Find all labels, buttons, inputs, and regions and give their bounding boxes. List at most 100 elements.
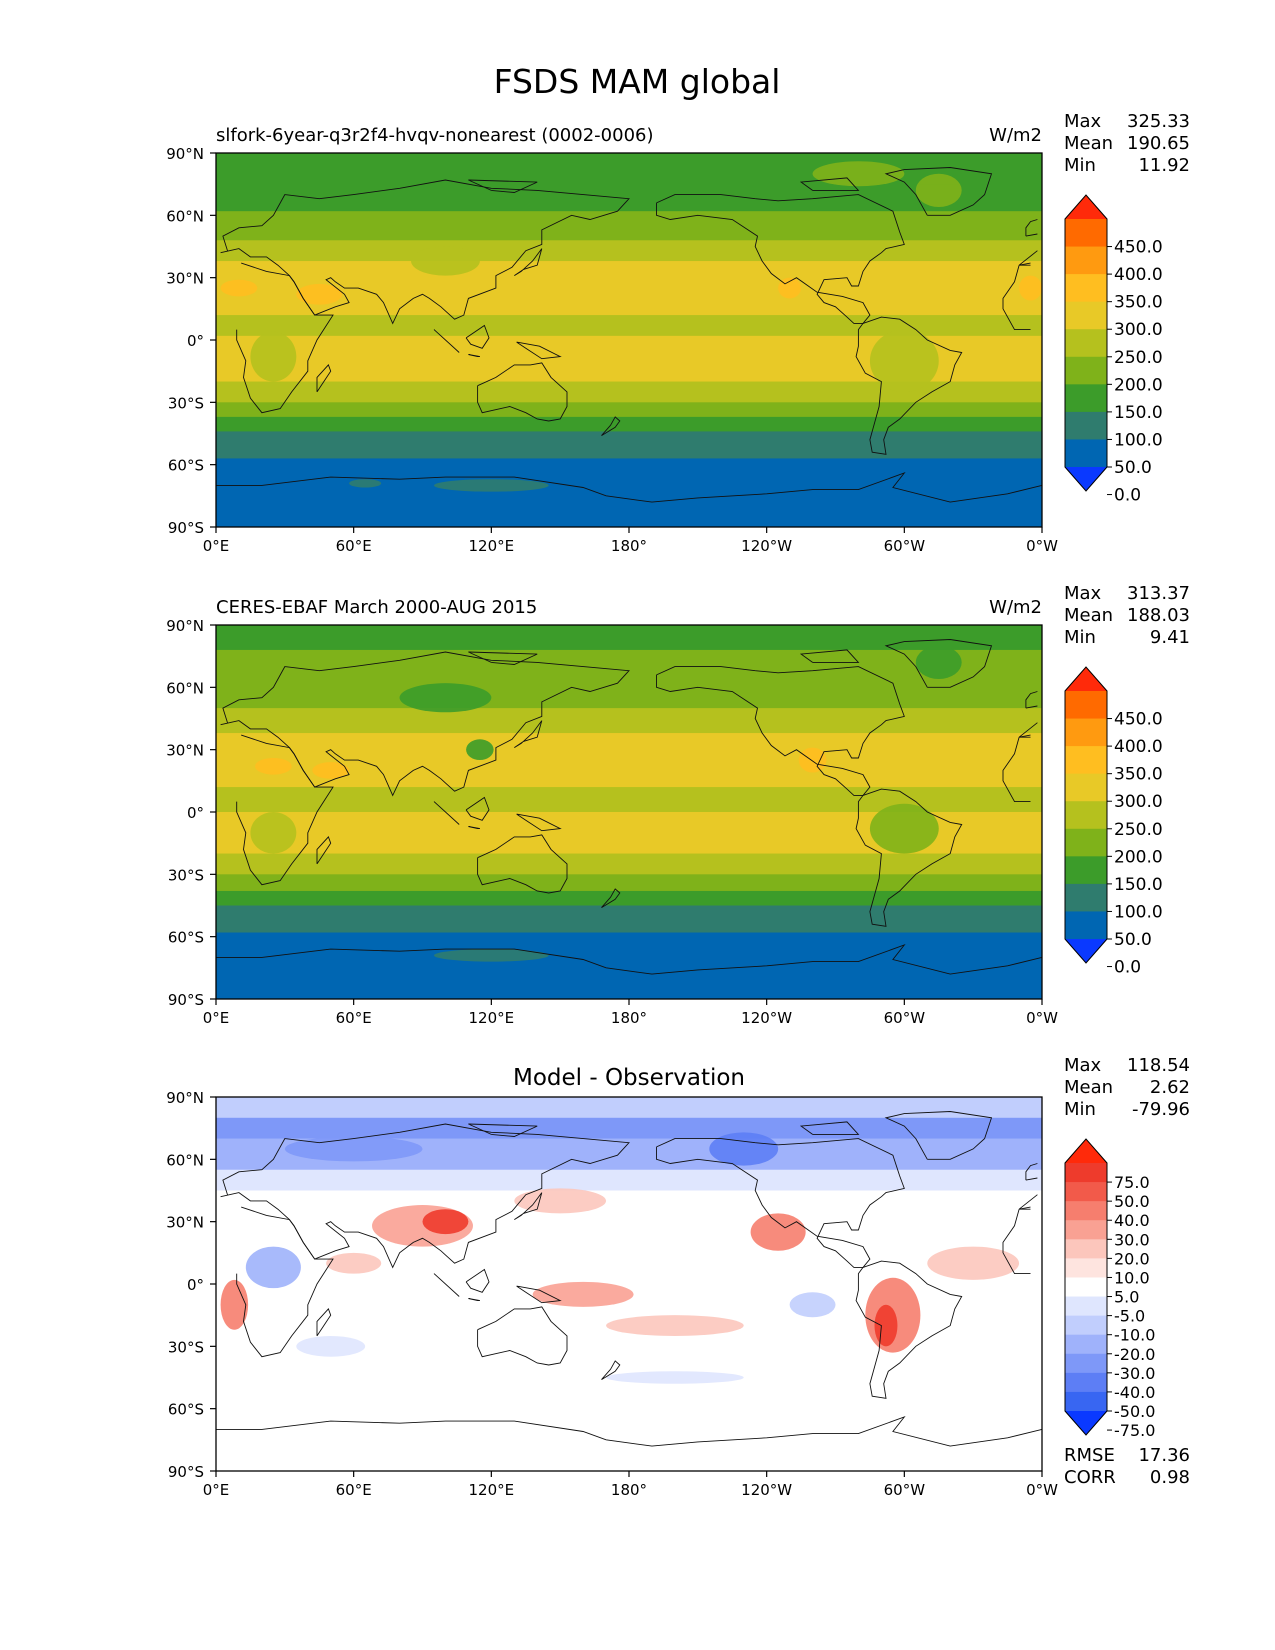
value-patch xyxy=(422,1209,469,1235)
lat-tick-label: 90°S xyxy=(168,519,204,537)
colorbar-segment xyxy=(1065,356,1107,385)
coastline xyxy=(433,1273,460,1297)
colorbar-label: 50.0 xyxy=(1114,1192,1150,1211)
value-band xyxy=(216,381,1042,403)
coastline xyxy=(516,1285,562,1304)
colorbar-label: 0.0 xyxy=(1114,958,1141,978)
stat-value: 2.62 xyxy=(1150,1077,1190,1098)
value-band xyxy=(216,649,1042,709)
colorbar: 450.0 400.0 350.0 300.0 250.0 200.0 150.0 100.0… xyxy=(1064,194,1163,506)
coastline xyxy=(799,177,860,191)
colorbar-label: 350.0 xyxy=(1114,765,1163,785)
coastline xyxy=(1025,1163,1038,1181)
colorbar: 450.0 400.0 350.0 300.0 250.0 200.0 150.0 100.0… xyxy=(1064,666,1163,978)
coastline xyxy=(1025,691,1038,709)
colorbar-extend-top xyxy=(1065,667,1107,691)
colorbar-segment xyxy=(1065,911,1107,940)
coastline xyxy=(236,1206,1031,1358)
lon-tick-label: 0°W xyxy=(1026,537,1058,555)
stat-label: Max xyxy=(1064,111,1102,132)
lon-tick-label: 0°E xyxy=(203,1481,230,1499)
coastline xyxy=(236,734,1031,886)
coastline xyxy=(216,1416,1042,1447)
stat-value: 325.33 xyxy=(1127,111,1190,132)
stat-label: Min xyxy=(1064,1099,1096,1120)
lon-tick-label: 120°W xyxy=(741,537,792,555)
colorbar-label: 300.0 xyxy=(1114,320,1163,340)
coastline xyxy=(465,1268,490,1293)
lat-tick-label: 60°S xyxy=(168,457,204,475)
coastline xyxy=(468,651,538,665)
panels: slfork-6year-q3r2f4-hvqv-nonearest (0002… xyxy=(166,111,1190,1499)
colorbar-segment xyxy=(1065,1201,1107,1221)
colorbar-segment xyxy=(1065,1182,1107,1202)
lon-tick-label: 180° xyxy=(611,537,647,555)
colorbar-segment xyxy=(1065,411,1107,440)
field-map xyxy=(216,625,1042,999)
stat-label: Max xyxy=(1064,1055,1102,1076)
coastline xyxy=(316,1308,332,1337)
value-patch xyxy=(245,1246,301,1289)
colorbar-segment xyxy=(1065,1296,1107,1317)
coastline xyxy=(656,666,905,796)
lon-tick-label: 0°E xyxy=(203,537,230,555)
stat-label: RMSE xyxy=(1064,1445,1115,1466)
colorbar-segment xyxy=(1065,1163,1107,1183)
value-band xyxy=(216,315,1042,337)
colorbar-label: 450.0 xyxy=(1114,238,1163,258)
coastline xyxy=(433,329,460,353)
coastline xyxy=(855,316,963,455)
value-patch xyxy=(514,1188,607,1214)
lat-tick-label: 30°N xyxy=(166,270,204,288)
colorbar-label: -75.0 xyxy=(1114,1421,1155,1440)
colorbar-segment xyxy=(1065,883,1107,912)
value-patch xyxy=(606,1371,744,1384)
colorbar-label: -5.0 xyxy=(1114,1307,1145,1326)
colorbar-segment xyxy=(1065,1277,1107,1298)
lat-tick-label: 90°S xyxy=(168,1463,204,1481)
lat-tick-label: 0° xyxy=(187,1276,204,1294)
lat-tick-label: 30°S xyxy=(168,866,204,884)
coastline xyxy=(465,796,490,821)
value-patch xyxy=(296,1335,366,1357)
panel-title: Model - Observation xyxy=(513,1065,745,1091)
colorbar-segment xyxy=(1065,1334,1107,1355)
colorbar-label: 450.0 xyxy=(1114,710,1163,730)
lon-tick-label: 60°W xyxy=(884,1481,926,1499)
colorbar-label: 200.0 xyxy=(1114,375,1163,395)
value-patch xyxy=(869,329,939,392)
value-patch xyxy=(220,279,258,297)
lat-tick-label: 30°S xyxy=(168,394,204,412)
value-patch xyxy=(798,747,827,773)
panel-units: W/m2 xyxy=(989,125,1042,146)
lon-tick-label: 120°E xyxy=(469,537,515,555)
colorbar-segment xyxy=(1065,801,1107,830)
value-patch xyxy=(349,479,382,488)
lon-tick-label: 180° xyxy=(611,1481,647,1499)
colorbar-segment xyxy=(1065,1391,1107,1412)
lon-tick-label: 0°W xyxy=(1026,1009,1058,1027)
colorbar-label: 400.0 xyxy=(1114,737,1163,757)
coastline xyxy=(236,262,1031,414)
value-patch xyxy=(1019,275,1042,301)
coastline xyxy=(1025,219,1038,237)
lat-tick-label: 90°N xyxy=(166,617,204,635)
coastline xyxy=(799,1121,860,1135)
colorbar-label: 10.0 xyxy=(1114,1268,1150,1287)
colorbar-label: 5.0 xyxy=(1114,1288,1139,1307)
colorbar-segment xyxy=(1065,1315,1107,1336)
value-band xyxy=(216,184,1042,212)
value-band xyxy=(216,874,1042,892)
coastlines xyxy=(216,1111,1042,1447)
colorbar-label: 30.0 xyxy=(1114,1230,1150,1249)
lat-tick-label: 60°N xyxy=(166,207,204,225)
colorbar-segment xyxy=(1065,828,1107,857)
value-band xyxy=(216,458,1042,527)
value-patch xyxy=(220,1279,249,1330)
colorbar-label: -20.0 xyxy=(1114,1345,1155,1364)
value-patch xyxy=(915,645,962,680)
colorbar-label: 300.0 xyxy=(1114,792,1163,812)
coastline xyxy=(468,179,538,193)
coastline xyxy=(477,834,568,894)
